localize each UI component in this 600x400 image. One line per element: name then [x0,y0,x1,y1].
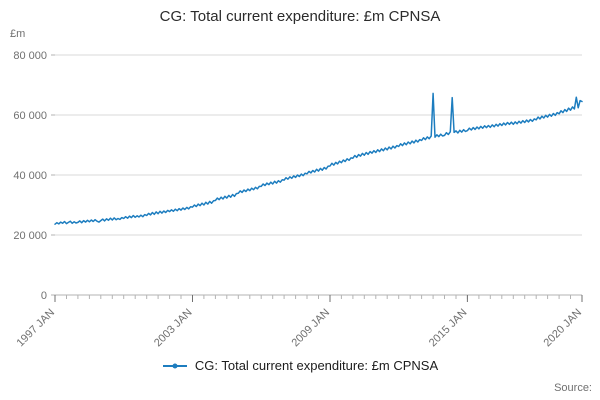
legend-line-icon [162,363,187,368]
y-tick-label: 40 000 [13,170,47,182]
line-chart-plot: 0 20 000 40 000 60 000 80 000 1997 JAN 2003 JA… [13,50,584,350]
x-tick-label: 2003 JAN [152,307,195,350]
y-tick-label: 60 000 [13,110,47,122]
y-axis-unit-label: £m [10,28,26,40]
legend-label: CG: Total current expenditure: £m CPNSA [194,358,439,373]
x-tick-label: 1997 JAN [14,307,57,350]
y-tick-label: 20 000 [13,230,47,242]
legend: CG: Total current expenditure: £m CPNSA [0,358,600,373]
y-tick-label: 0 [41,290,47,302]
x-tick-label: 2009 JAN [289,307,332,350]
x-tick-label: 2015 JAN [427,307,470,350]
chart-title: CG: Total current expenditure: £m CPNSA [159,8,441,25]
source-label: Source: [554,382,592,394]
series-line [54,92,583,225]
y-tick-label: 80 000 [13,50,47,62]
x-tick-label: 2020 JAN [541,307,584,350]
